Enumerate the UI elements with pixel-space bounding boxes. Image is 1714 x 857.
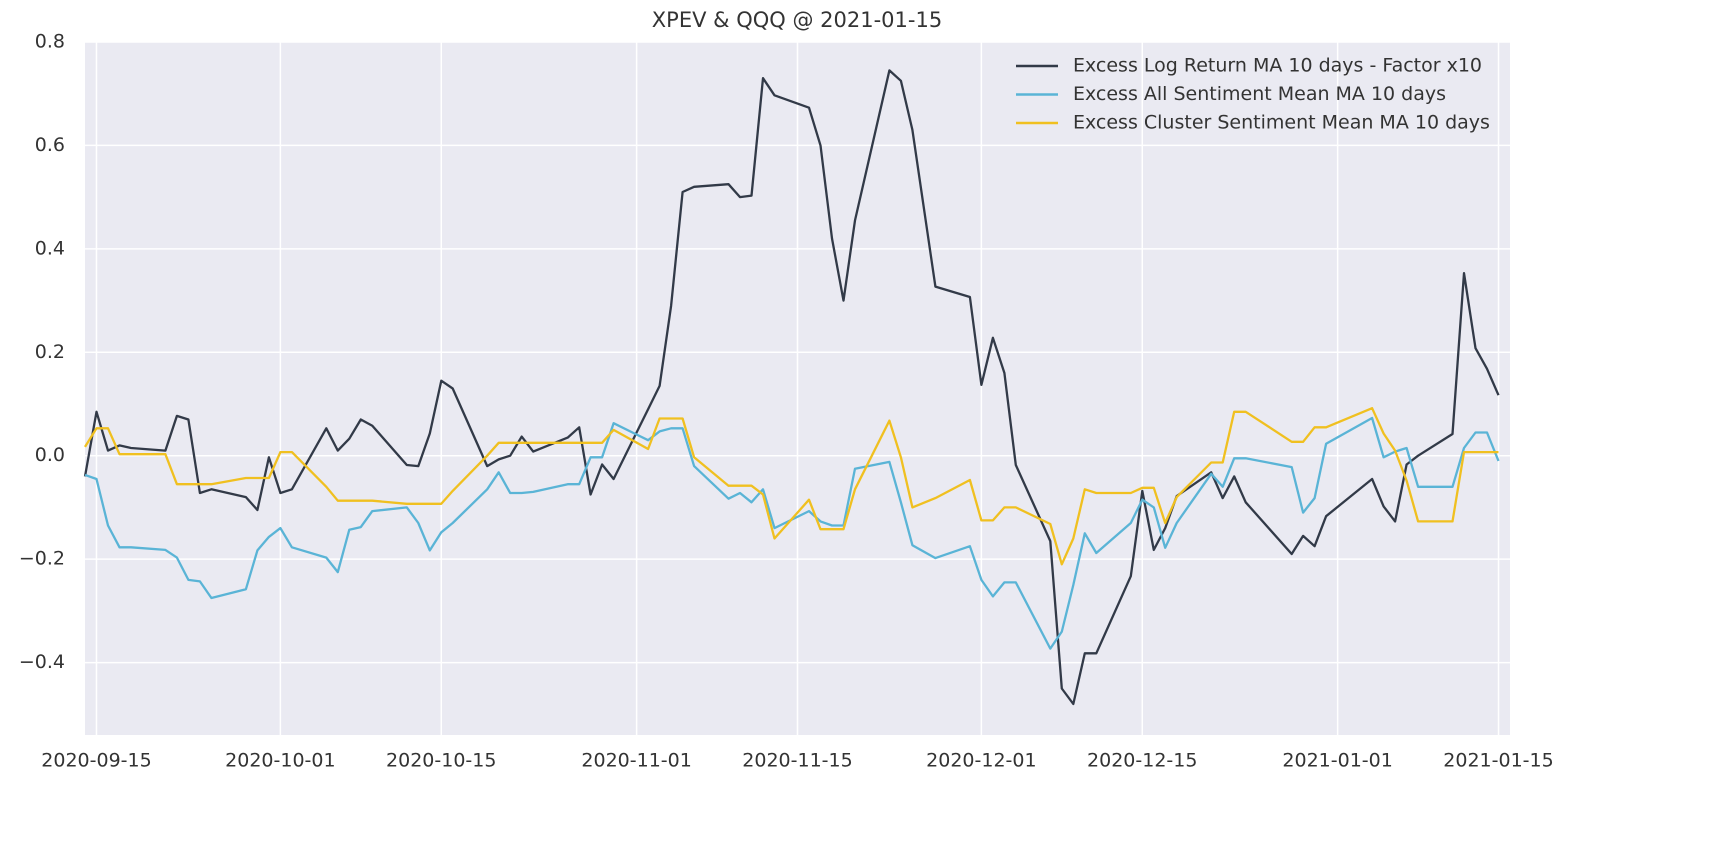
y-tick-label: −0.4 [19, 651, 65, 673]
x-tick-label: 2020-11-15 [742, 750, 852, 772]
x-tick-label: 2020-12-15 [1087, 750, 1197, 772]
y-tick-label: 0.0 [35, 444, 65, 466]
x-tick-label: 2021-01-15 [1443, 750, 1553, 772]
chart-title: XPEV & QQQ @ 2021-01-15 [652, 8, 942, 32]
series-line [83, 69, 1500, 706]
y-tick-label: 0.4 [35, 237, 65, 259]
y-tick-label: 0.2 [35, 341, 65, 363]
y-tick-label: 0.6 [35, 134, 65, 156]
legend-label: Excess Cluster Sentiment Mean MA 10 days [1073, 112, 1490, 134]
series-line [84, 407, 1499, 566]
x-tick-label: 2020-09-15 [41, 750, 151, 772]
y-tick-label: −0.2 [19, 548, 65, 570]
y-tick-label: 0.8 [35, 31, 65, 53]
legend-label: Excess All Sentiment Mean MA 10 days [1073, 83, 1446, 105]
x-tick-label: 2020-11-01 [581, 750, 691, 772]
series-line [84, 416, 1500, 650]
x-tick-label: 2020-10-15 [386, 750, 496, 772]
x-tick-label: 2021-01-01 [1282, 750, 1392, 772]
legend-label: Excess Log Return MA 10 days - Factor x1… [1073, 55, 1482, 77]
x-tick-label: 2020-10-01 [225, 750, 335, 772]
x-tick-label: 2020-12-01 [926, 750, 1036, 772]
